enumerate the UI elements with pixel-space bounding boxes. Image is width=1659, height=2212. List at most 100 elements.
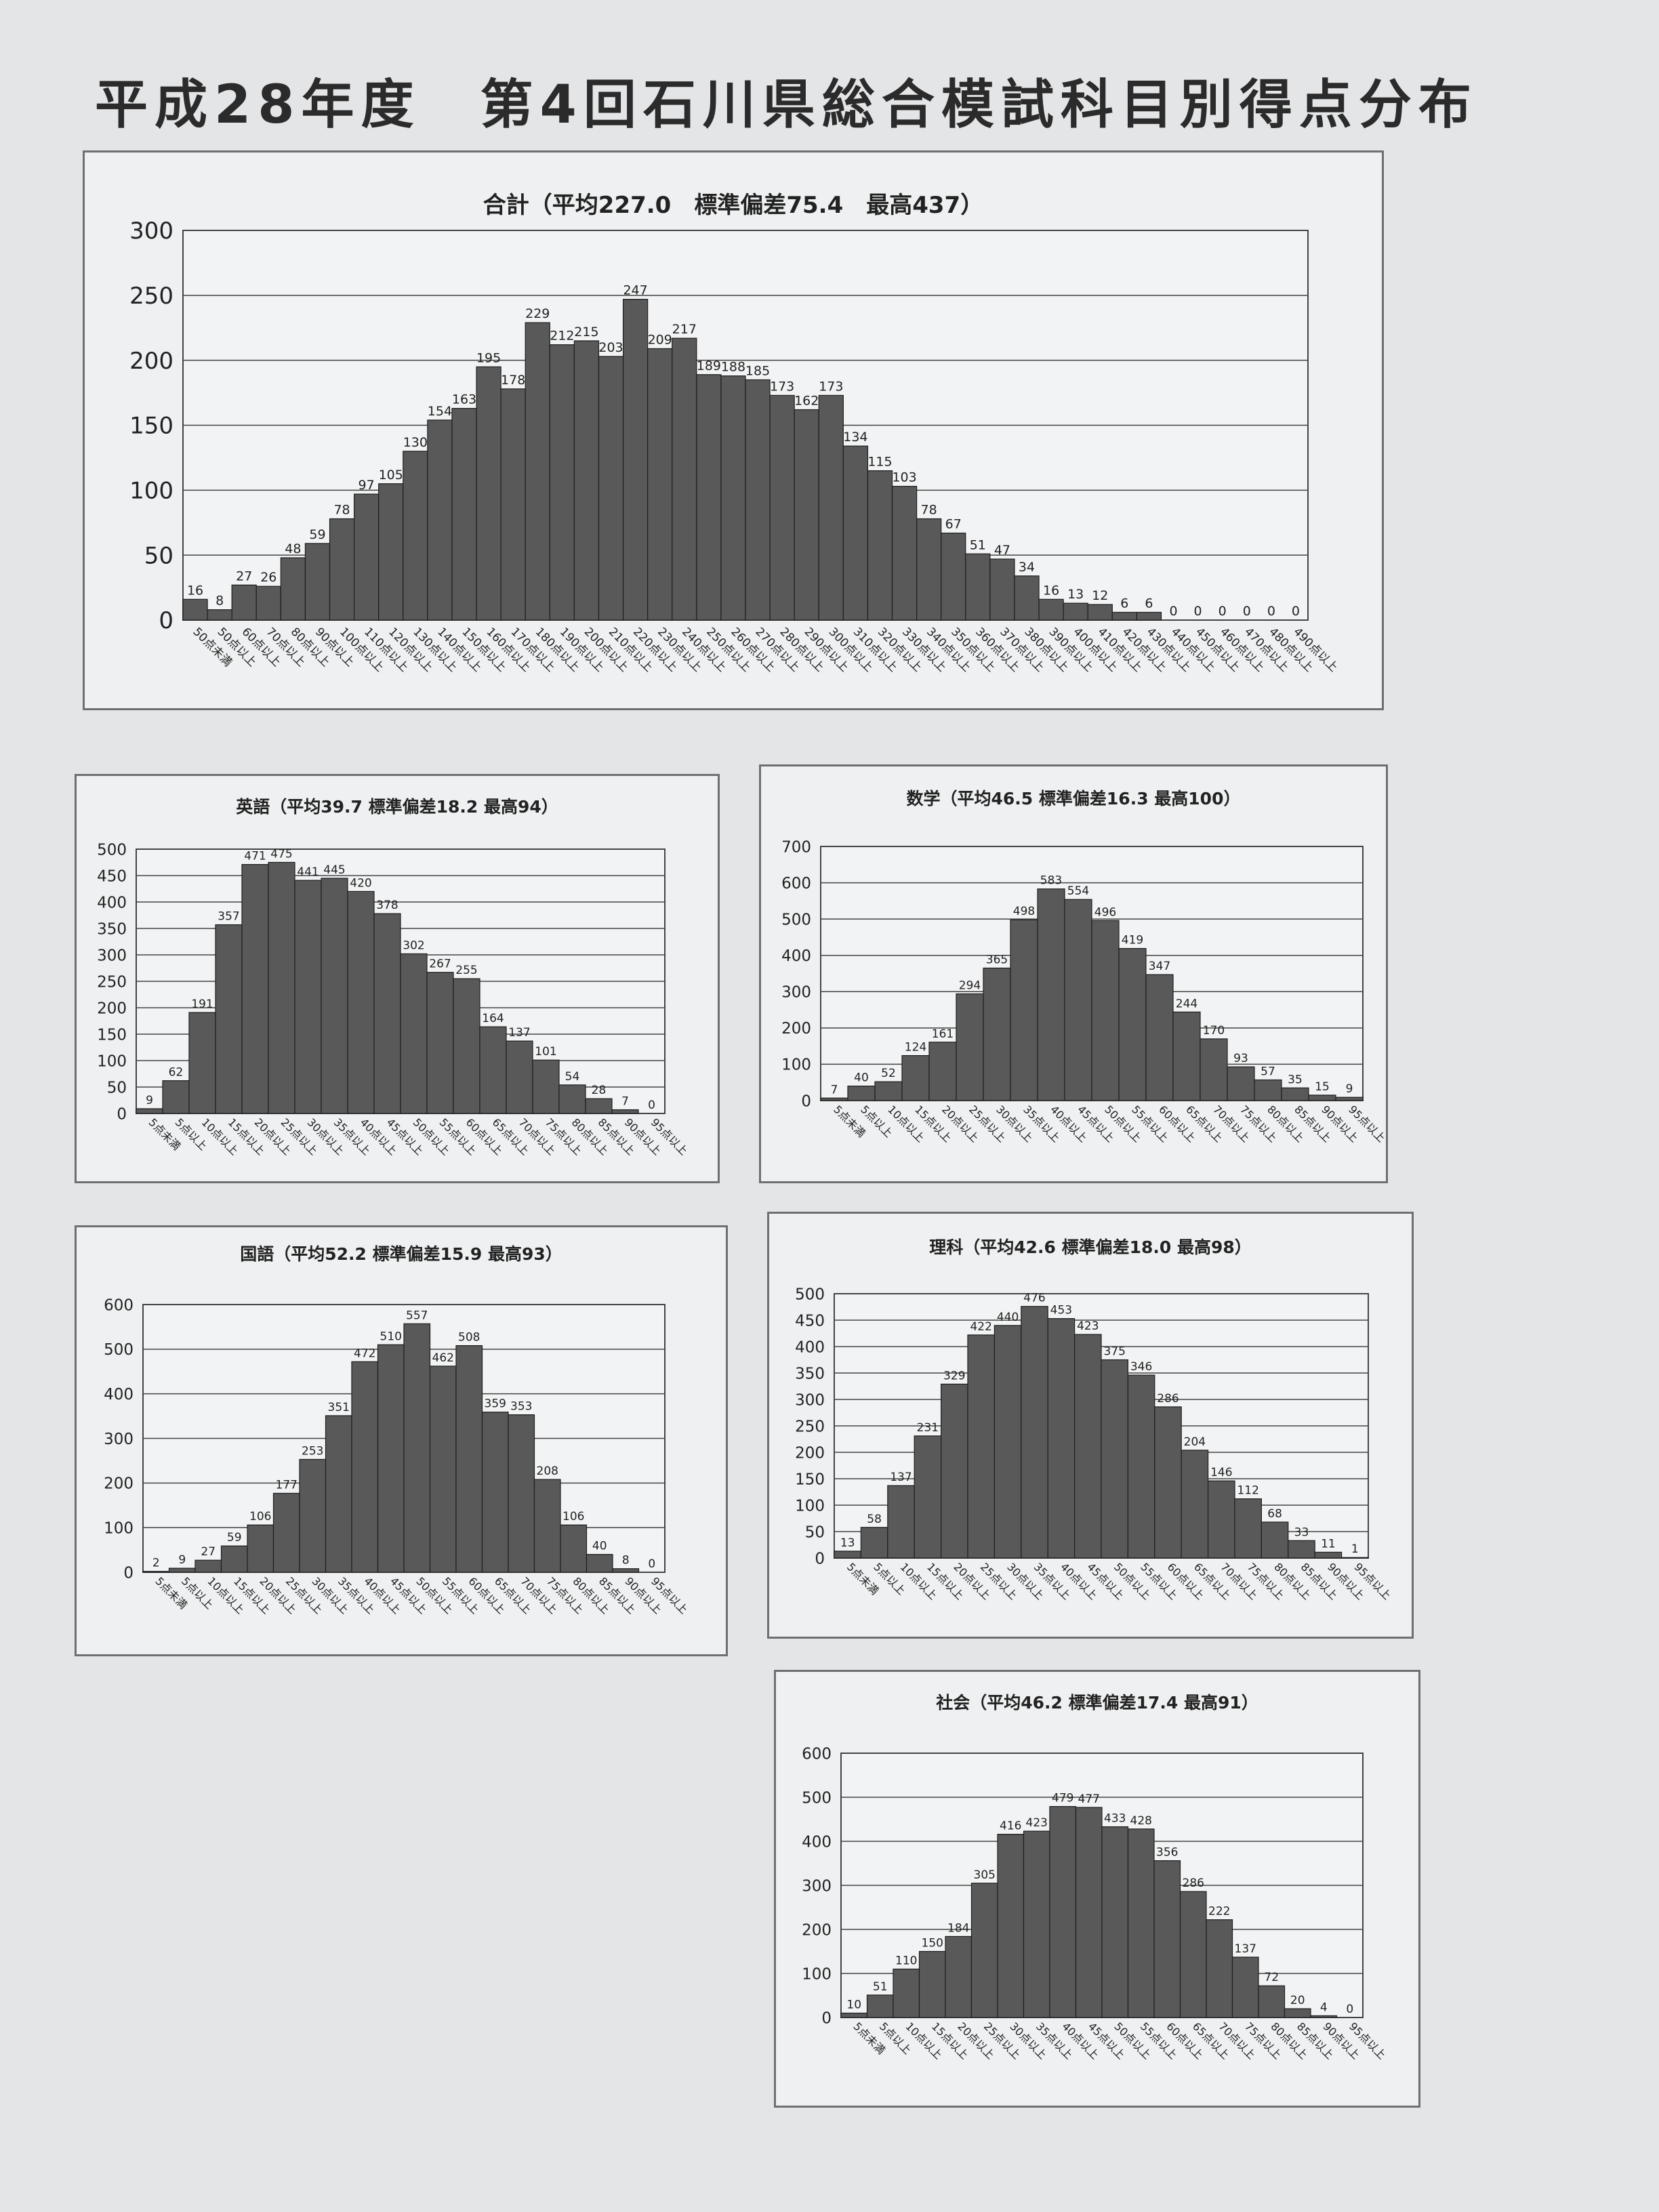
data-label: 93	[1233, 1052, 1248, 1065]
y-tick-label: 250	[97, 973, 127, 991]
bar	[207, 609, 232, 621]
y-tick-label: 400	[104, 1386, 134, 1404]
data-label: 0	[648, 1099, 655, 1112]
data-label: 9	[146, 1094, 153, 1107]
data-label: 356	[1156, 1846, 1178, 1860]
data-label: 184	[947, 1921, 969, 1935]
data-label: 137	[508, 1026, 530, 1040]
bar	[1227, 1066, 1255, 1101]
chart-japanese: 国語（平均52.2 標準偏差15.9 最高93） 0 100 200 300 400 50…	[75, 1225, 728, 1656]
data-label: 7	[621, 1095, 629, 1109]
y-tick-label: 350	[97, 920, 127, 938]
bar	[818, 394, 844, 621]
bar	[1047, 1318, 1076, 1559]
data-label: 177	[276, 1478, 298, 1492]
bar	[304, 543, 331, 621]
bar	[1172, 1011, 1201, 1101]
bar	[769, 394, 795, 621]
data-label: 208	[537, 1465, 558, 1478]
data-label: 10	[846, 1999, 861, 2012]
data-label: 51	[873, 1980, 888, 1994]
bar	[182, 598, 208, 621]
bar	[840, 2012, 868, 2018]
bar	[280, 557, 306, 621]
bar	[1207, 1480, 1235, 1559]
y-tick-label: 0	[117, 1105, 127, 1123]
data-label: 59	[227, 1531, 242, 1544]
data-label: 433	[1104, 1812, 1126, 1826]
bar	[965, 553, 991, 621]
bar	[1091, 920, 1120, 1101]
data-label: 170	[1203, 1024, 1225, 1038]
bar	[1281, 1087, 1309, 1101]
bar	[598, 356, 624, 621]
bar	[745, 379, 771, 621]
data-label: 12	[1092, 588, 1108, 603]
data-label: 0	[1267, 604, 1275, 619]
data-label: 423	[1026, 1816, 1048, 1830]
data-label: 0	[1169, 604, 1177, 619]
data-label: 329	[943, 1369, 965, 1382]
y-tick-label: 100	[781, 1057, 811, 1074]
y-tick-label: 500	[781, 911, 811, 928]
bar	[215, 924, 243, 1114]
bar	[1288, 1540, 1315, 1559]
y-tick-label: 400	[802, 1833, 832, 1851]
bar	[525, 322, 550, 621]
chart-title-science: 理科（平均42.6 標準偏差18.0 最高98）	[929, 1237, 1252, 1257]
data-label: 0	[1218, 604, 1227, 619]
bar	[549, 344, 575, 621]
bar	[891, 485, 918, 621]
data-label: 229	[525, 306, 550, 321]
bar	[997, 1834, 1025, 2018]
y-tick-label: 0	[123, 1564, 134, 1582]
data-label: 212	[550, 329, 574, 344]
data-label: 347	[1149, 960, 1170, 973]
data-label: 40	[854, 1071, 869, 1085]
bar	[481, 1412, 509, 1573]
bar	[351, 1361, 379, 1573]
data-label: 154	[428, 404, 452, 419]
chart-math: 数学（平均46.5 標準偏差16.3 最高100） 0 100 200 300 400 5…	[759, 764, 1388, 1183]
y-tick-label: 200	[104, 1475, 134, 1493]
y-tick-label: 450	[795, 1312, 825, 1330]
data-label: 52	[881, 1067, 896, 1080]
bar	[842, 445, 869, 621]
bar	[1101, 1826, 1129, 2018]
bar	[533, 1479, 561, 1573]
data-label: 462	[432, 1351, 454, 1365]
data-label: 510	[380, 1330, 402, 1343]
data-label: 217	[672, 322, 697, 337]
bar	[945, 1936, 972, 2018]
data-label: 20	[1290, 1994, 1305, 2007]
data-label: 72	[1264, 1971, 1279, 1984]
bar	[1179, 1891, 1207, 2018]
data-label: 58	[867, 1513, 882, 1526]
bar	[1231, 1957, 1259, 2018]
data-label: 215	[574, 325, 598, 340]
bar	[558, 1084, 586, 1114]
bar	[970, 1883, 998, 2018]
bar	[1258, 1985, 1286, 2018]
bar	[188, 1012, 216, 1114]
chart-science: 理科（平均42.6 標準偏差18.0 最高98） 0 50 100 150 200 250…	[767, 1212, 1414, 1639]
data-label: 0	[1346, 2003, 1353, 2016]
bar	[1154, 1406, 1182, 1559]
bar	[1101, 1359, 1129, 1559]
data-label: 583	[1040, 874, 1062, 888]
data-label: 294	[959, 979, 981, 993]
y-tick-label: 0	[801, 1092, 811, 1110]
bar	[1049, 1806, 1077, 2018]
y-tick-label: 300	[781, 984, 811, 1002]
y-tick-label: 200	[795, 1444, 825, 1462]
y-tick-label: 50	[107, 1079, 127, 1097]
y-tick-label: 500	[802, 1789, 832, 1807]
y-tick-label: 50	[144, 542, 173, 569]
data-label: 204	[1184, 1435, 1206, 1449]
data-label: 453	[1050, 1304, 1072, 1317]
bar	[874, 1081, 903, 1101]
bar	[325, 1415, 352, 1573]
data-label: 0	[1194, 604, 1202, 619]
bar	[1254, 1079, 1282, 1101]
bar	[476, 366, 501, 621]
